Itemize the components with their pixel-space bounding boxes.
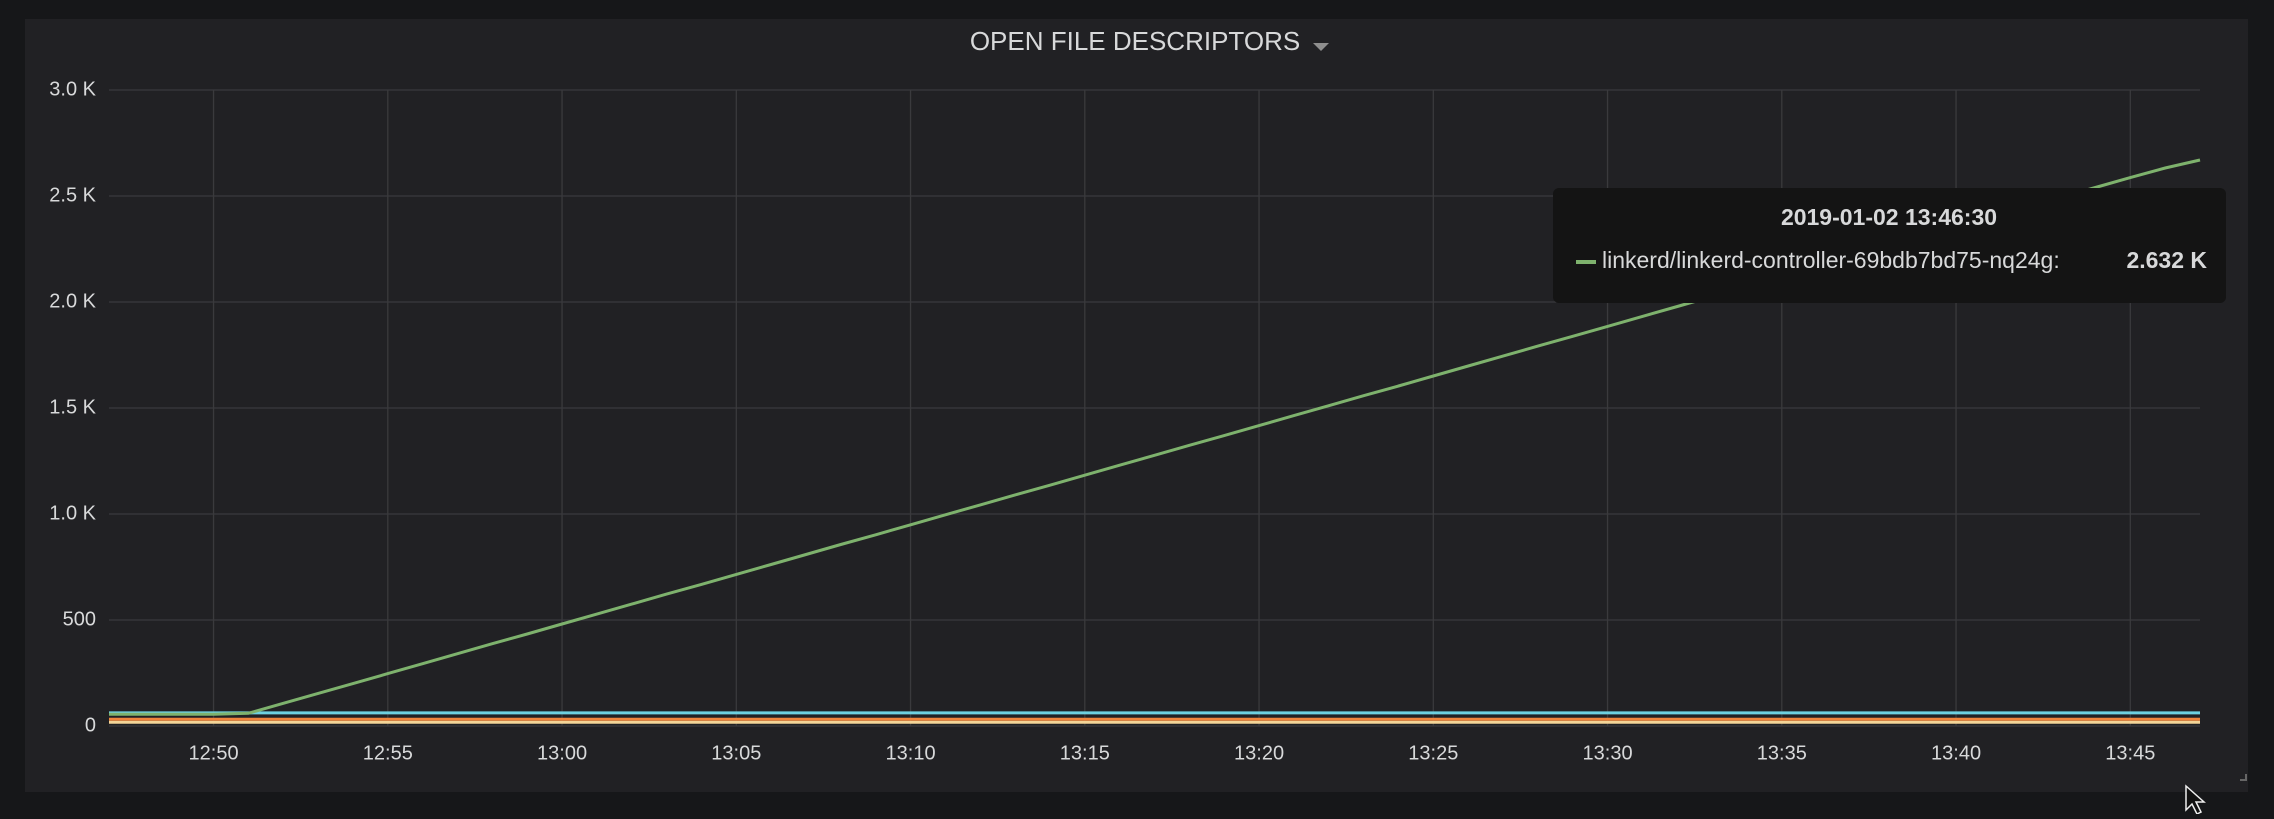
tooltip-title: 2019-01-02 13:46:30: [1781, 204, 1997, 230]
y-tick-label: 3.0 K: [49, 78, 96, 100]
x-tick-label: 13:25: [1408, 742, 1458, 764]
tooltip-value: 2.632 K: [2126, 247, 2207, 273]
y-tick-label: 2.0 K: [49, 290, 96, 312]
x-tick-label: 12:55: [363, 742, 413, 764]
title-caret[interactable]: [1313, 43, 1329, 51]
x-tick-label: 13:30: [1583, 742, 1633, 764]
x-tick-label: 13:05: [711, 742, 761, 764]
x-tick-label: 13:35: [1757, 742, 1807, 764]
chart-title[interactable]: OPEN FILE DESCRIPTORS: [970, 26, 1300, 56]
tooltip-series: linkerd/linkerd-controller-69bdb7bd75-nq…: [1602, 247, 2060, 273]
y-tick-label: 2.5 K: [49, 184, 96, 206]
x-tick-label: 13:20: [1234, 742, 1284, 764]
cursor: [2185, 784, 2206, 816]
x-tick-label: 13:00: [537, 742, 587, 764]
tooltip-box: [1553, 188, 2226, 303]
panel: [25, 19, 2248, 792]
x-tick-label: 13:10: [886, 742, 936, 764]
x-tick-label: 12:50: [189, 742, 239, 764]
resize-handle[interactable]: [2240, 774, 2247, 781]
y-tick-label: 1.5 K: [49, 396, 96, 418]
x-tick-label: 13:15: [1060, 742, 1110, 764]
x-tick-label: 13:45: [2105, 742, 2155, 764]
tooltip: 2019-01-02 13:46:30 linkerd/linkerd-cont…: [1553, 188, 2226, 303]
y-tick-label: 0: [85, 714, 96, 736]
x-tick-label: 13:40: [1931, 742, 1981, 764]
y-tick-label: 1.0 K: [49, 502, 96, 524]
y-tick-label: 500: [63, 608, 96, 630]
